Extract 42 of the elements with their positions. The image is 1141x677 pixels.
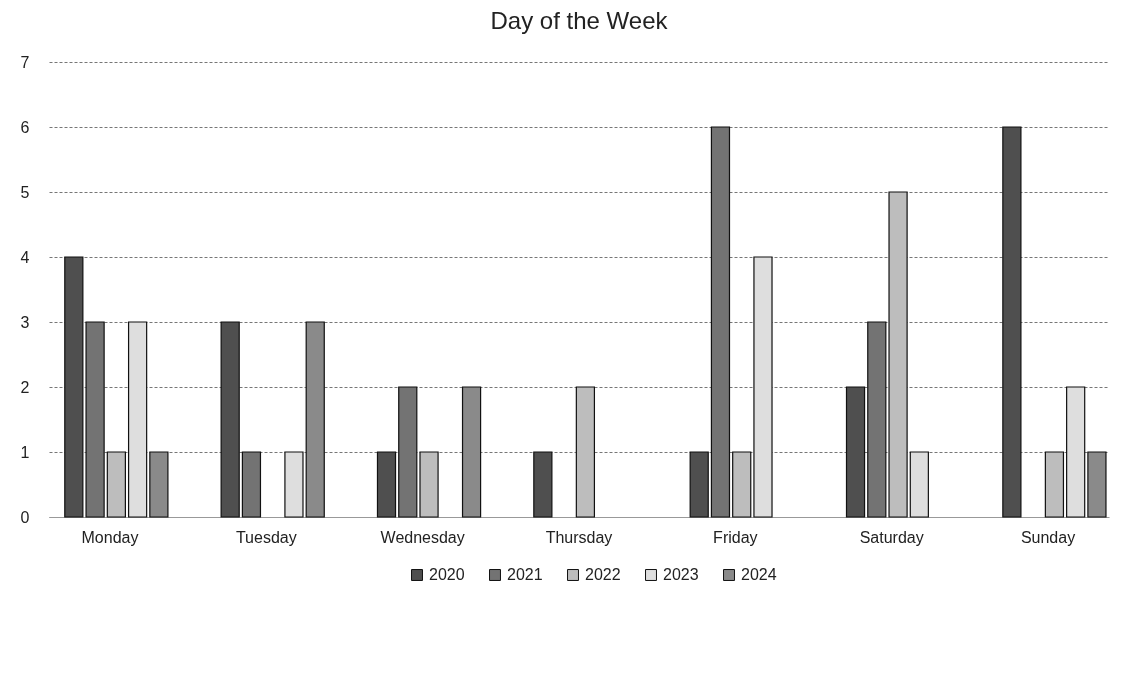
bar [220, 321, 240, 518]
bar [888, 191, 908, 518]
x-tick-label: Monday [81, 528, 139, 546]
y-tick-label: 1 [20, 443, 30, 461]
x-tick-label: Friday [713, 528, 758, 546]
y-tick-label: 2 [20, 378, 30, 396]
legend-label: 2024 [741, 566, 777, 583]
y-tick-label: 4 [20, 248, 30, 266]
legend-label: 2023 [663, 566, 699, 583]
y-tick-label: 5 [20, 183, 30, 201]
x-tick-label: Wednesday [380, 528, 465, 546]
legend-label: 2021 [507, 566, 543, 583]
bar [376, 451, 397, 518]
bar [106, 451, 126, 518]
bar [845, 386, 866, 518]
y-tick-label: 6 [20, 118, 30, 136]
y-tick-label: 3 [20, 313, 30, 331]
bar [1002, 126, 1022, 518]
x-tick-label: Sunday [1020, 528, 1076, 546]
bar [1087, 451, 1107, 518]
bar [1044, 451, 1065, 518]
bar [461, 386, 482, 518]
bar [284, 451, 304, 518]
bar [689, 451, 709, 518]
bar [575, 386, 596, 518]
bar [305, 321, 325, 518]
x-tick-label: Tuesday [235, 528, 297, 546]
x-tick-label: Saturday [859, 528, 924, 546]
bar [419, 451, 439, 518]
legend-label: 2022 [585, 566, 621, 583]
bar [533, 451, 553, 518]
legend-label: 2020 [429, 566, 465, 583]
bar [149, 451, 169, 518]
chart-title: Day of the Week [490, 7, 669, 34]
y-tick-label: 7 [20, 53, 30, 71]
bar [127, 321, 148, 518]
y-tick-label: 0 [20, 508, 30, 526]
bar [1066, 386, 1086, 518]
bar [753, 256, 773, 518]
bar [909, 451, 929, 518]
bar [732, 451, 752, 518]
x-tick-label: Thursday [545, 528, 613, 546]
